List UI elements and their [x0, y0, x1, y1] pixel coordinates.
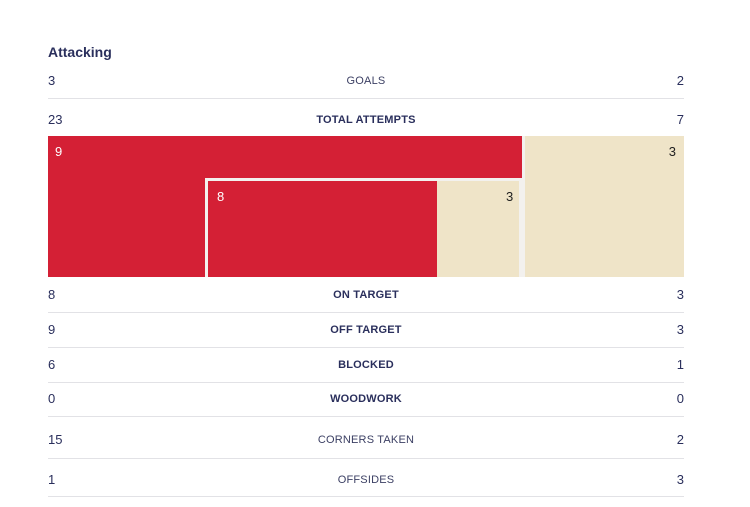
stat-label: BLOCKED — [338, 359, 394, 371]
stat-label: GOALS — [346, 75, 386, 87]
stat-label: OFFSIDES — [337, 474, 395, 486]
home-value: 23 — [48, 112, 63, 127]
stat-row-offsides: 1 OFFSIDES 3 — [48, 472, 684, 497]
home-value: 15 — [48, 432, 63, 447]
stat-row-woodwork: 0 WOODWORK 0 — [48, 391, 684, 417]
home-inner-value: 8 — [217, 189, 225, 204]
away-value: 0 — [676, 391, 684, 406]
away-on-target-area — [437, 181, 522, 277]
stat-label: TOTAL ATTEMPTS — [316, 114, 416, 126]
chart-divider — [522, 136, 525, 277]
home-value: 3 — [48, 73, 56, 88]
stat-label: OFF TARGET — [330, 324, 402, 336]
stat-label: CORNERS TAKEN — [317, 434, 415, 446]
stat-row-on-target: 8 ON TARGET 3 — [48, 287, 684, 313]
stat-label: WOODWORK — [330, 393, 402, 405]
away-value: 7 — [676, 112, 684, 127]
home-outer-value: 9 — [55, 144, 63, 159]
away-value: 3 — [676, 322, 684, 337]
home-value: 6 — [48, 357, 56, 372]
stat-row-goals: 3 GOALS 2 — [48, 73, 684, 99]
home-value: 9 — [48, 322, 56, 337]
section-title: Attacking — [48, 44, 112, 60]
away-inner-value: 3 — [506, 189, 514, 204]
home-value: 1 — [48, 472, 56, 487]
attempts-chart: 9 3 8 3 — [48, 136, 684, 277]
home-value: 0 — [48, 391, 56, 406]
home-value: 8 — [48, 287, 56, 302]
home-on-target-area — [208, 181, 437, 277]
stat-row-blocked: 6 BLOCKED 1 — [48, 357, 684, 383]
away-value: 1 — [676, 357, 684, 372]
away-value: 3 — [676, 472, 684, 487]
away-value: 2 — [676, 73, 684, 88]
goal-frame — [205, 178, 522, 277]
away-value: 3 — [676, 287, 684, 302]
stat-row-total-attempts: 23 TOTAL ATTEMPTS 7 — [48, 112, 684, 136]
stat-row-off-target: 9 OFF TARGET 3 — [48, 322, 684, 348]
stat-row-corners-taken: 15 CORNERS TAKEN 2 — [48, 432, 684, 459]
away-value: 2 — [676, 432, 684, 447]
stat-label: ON TARGET — [333, 289, 399, 301]
away-outer-value: 3 — [668, 144, 676, 159]
